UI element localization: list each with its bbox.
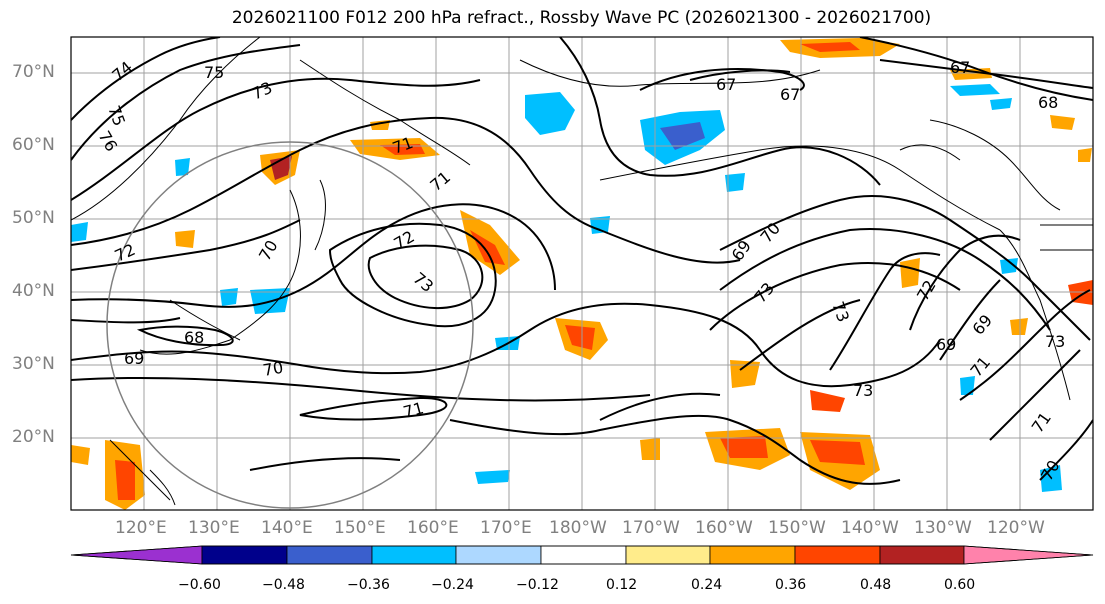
latitude-label: 60°N <box>12 135 55 155</box>
map-title: 2026021100 F012 200 hPa refract., Rossby… <box>231 8 932 28</box>
contour-label: 67 <box>716 75 736 94</box>
contour-label: 69 <box>936 335 956 354</box>
longitude-label: 130°E <box>188 518 240 538</box>
longitude-label: 150°W <box>768 518 826 538</box>
contour-label: 67 <box>780 85 800 104</box>
colorbar-tick-label: 0.12 <box>606 577 638 593</box>
longitude-label: 130°W <box>914 518 972 538</box>
latitude-label: 20°N <box>12 427 55 447</box>
contour-label: 75 <box>104 103 129 129</box>
latitude-label: 50°N <box>12 208 55 228</box>
colorbar-bin <box>371 545 457 565</box>
contour-label: 69 <box>124 349 144 368</box>
colorbar-tick-label: −0.48 <box>262 577 305 593</box>
colorbar <box>70 545 1094 565</box>
contour-label: 70 <box>261 358 284 380</box>
latitude-label: 70°N <box>12 62 55 82</box>
map-plot-area: 74 75 73 75 76 72 70 71 71 72 73 68 69 7… <box>71 37 1093 510</box>
longitude-label: 140°W <box>841 518 899 538</box>
longitude-label: 160°E <box>407 518 459 538</box>
colorbar-extend-high <box>963 545 1094 565</box>
contour-label: 73 <box>751 279 779 307</box>
colorbar-bin <box>540 545 627 565</box>
longitude-label: 180°W <box>549 518 607 538</box>
contour-label: 71 <box>401 398 426 422</box>
colorbar-tick-label: 0.36 <box>775 577 807 593</box>
contour-label: 73 <box>1045 332 1065 351</box>
longitude-label: 170°E <box>480 518 532 538</box>
colorbar-extend-low <box>70 545 203 565</box>
colorbar-tick-label: −0.24 <box>431 577 474 593</box>
latitude-label: 30°N <box>12 354 55 374</box>
colorbar-bin <box>794 545 881 565</box>
colorbar-bin <box>201 545 288 565</box>
contour-label: 68 <box>1038 93 1058 112</box>
colorbar-tick-label: −0.12 <box>516 577 559 593</box>
contour-label: 67 <box>950 58 970 77</box>
contour-label: 73 <box>853 381 873 400</box>
longitude-label: 170°W <box>622 518 680 538</box>
colorbar-bin <box>625 545 711 565</box>
contour-label: 75 <box>204 63 224 82</box>
colorbar-bin <box>709 545 796 565</box>
negative-anomaly-patches <box>71 84 1062 492</box>
contour-lines <box>71 37 1093 485</box>
contour-label: 71 <box>1028 409 1055 437</box>
colorbar-bin <box>286 545 373 565</box>
contour-label: 73 <box>249 78 275 104</box>
longitude-label: 160°W <box>695 518 753 538</box>
longitude-label: 120°W <box>987 518 1045 538</box>
contour-label: 70 <box>255 237 282 264</box>
longitude-label: 140°E <box>261 518 313 538</box>
contour-label: 76 <box>95 128 122 155</box>
latitude-label: 40°N <box>12 281 55 301</box>
contour-label: 74 <box>108 57 136 85</box>
contour-label: 69 <box>969 311 997 339</box>
longitude-label: 150°E <box>334 518 386 538</box>
longitude-label: 120°E <box>115 518 167 538</box>
region-circle <box>106 141 474 509</box>
colorbar-bin <box>879 545 965 565</box>
contour-label: 68 <box>184 328 204 347</box>
contour-label: 71 <box>426 167 454 195</box>
contour-label: 69 <box>728 237 755 265</box>
colorbar-bin <box>455 545 542 565</box>
colorbar-tick-label: 0.48 <box>860 577 892 593</box>
colorbar-tick-label: −0.36 <box>347 577 390 593</box>
map-frame <box>70 36 1094 511</box>
colorbar-tick-label: −0.60 <box>178 577 221 593</box>
contour-label: 70 <box>757 219 785 247</box>
colorbar-tick-label: 0.60 <box>944 577 976 593</box>
colorbar-tick-label: 0.24 <box>691 577 723 593</box>
